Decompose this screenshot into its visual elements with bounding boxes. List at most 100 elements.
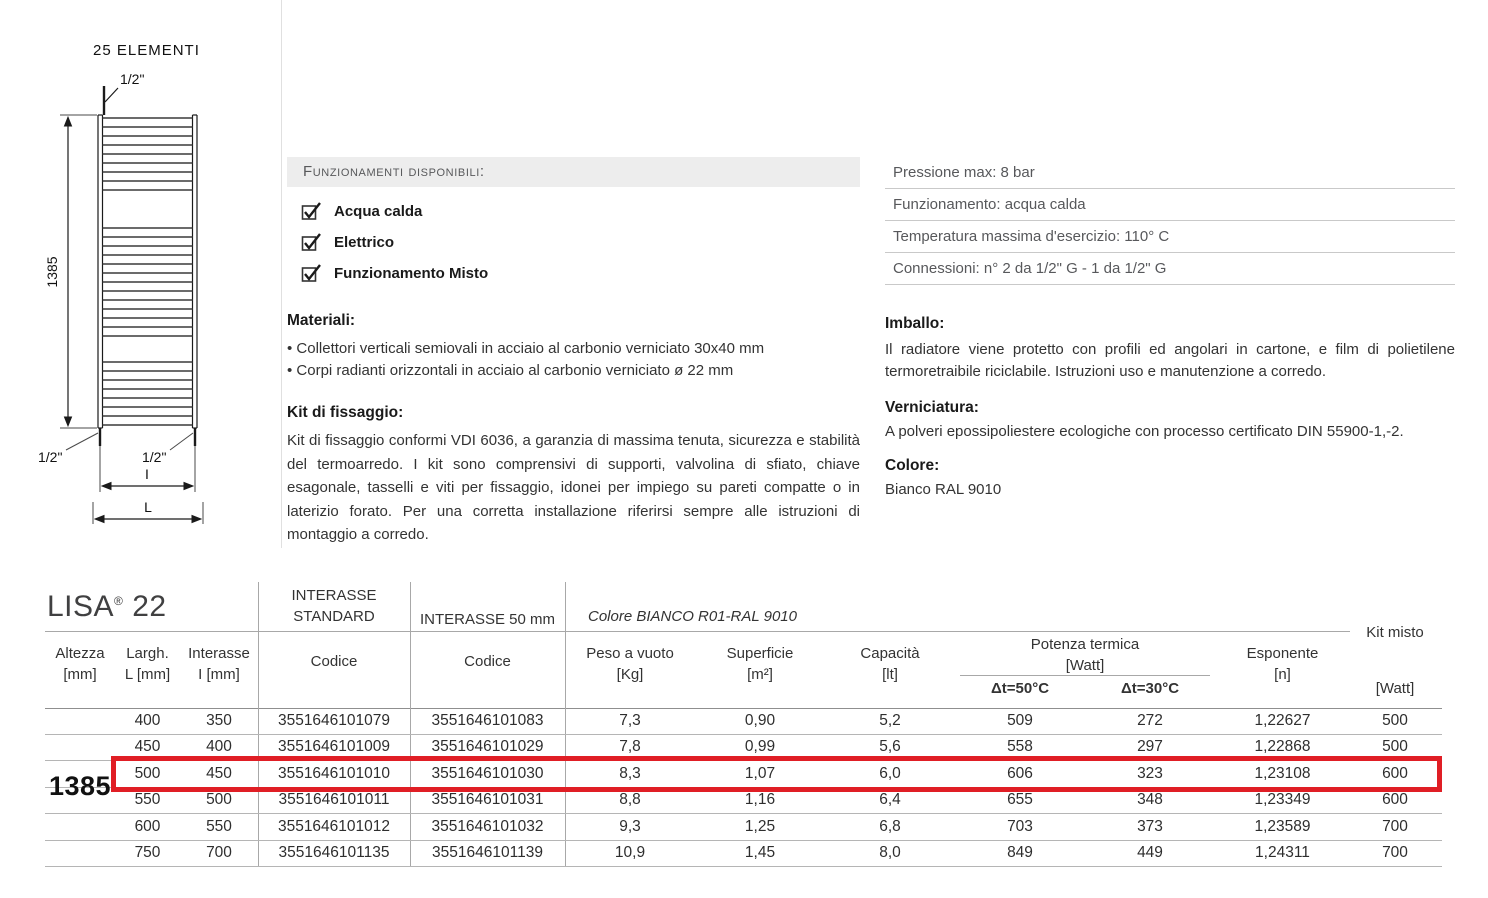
header-kit-misto: Kit misto <box>1366 624 1424 641</box>
table-body: 400 350 3551646101079 3551646101083 7,3 0,90 5… <box>45 708 1442 867</box>
color-title: Colore: <box>885 457 940 474</box>
table-cell: 500 <box>1382 738 1408 756</box>
color-text: Bianco RAL 9010 <box>885 481 1002 498</box>
table-cell: 558 <box>1007 738 1033 756</box>
spec-pressure: Pressione max: 8 bar <box>885 157 1455 189</box>
function-label: Funzionamento Misto <box>334 264 489 282</box>
top-connection-label: 1/2" <box>120 71 144 87</box>
technical-drawing: 25 ELEMENTI 1/2" 1/2" 1/2" 1385 I <box>30 22 280 557</box>
table-cell: 450 <box>206 764 232 782</box>
table-cell: 509 <box>1007 711 1033 729</box>
table-cell: 272 <box>1137 711 1163 729</box>
packaging-text: Il radiatore viene protetto con profili … <box>885 341 1455 380</box>
fixing-kit-title: Kit di fissaggio: <box>287 404 404 421</box>
table-cell: 1,16 <box>744 791 776 809</box>
fixing-kit-text: Kit di fissaggio conformi VDI 6036, a ga… <box>287 432 860 543</box>
header-peso: Peso a vuoto [Kg] <box>586 645 674 683</box>
packaging-title: Imballo: <box>885 315 945 332</box>
table-cell: 1,23349 <box>1254 791 1311 809</box>
header-altezza: Altezza [mm] <box>55 645 105 683</box>
table-cell: 3551646101135 <box>278 844 390 862</box>
table-cell: 703 <box>1007 817 1033 835</box>
table-cell: 1,23589 <box>1254 817 1311 835</box>
column-divider <box>281 0 282 548</box>
table-cell: 9,3 <box>619 817 641 835</box>
header-superficie: Superficie [m²] <box>726 645 794 683</box>
table-cell: 3551646101029 <box>431 738 544 756</box>
table-cell: 1,22627 <box>1254 711 1311 729</box>
header-interasse-standard: INTERASSE STANDARD <box>291 587 377 625</box>
table-cell: 8,3 <box>619 764 641 782</box>
table-cell: 550 <box>206 817 232 835</box>
table-cell: 3551646101032 <box>431 817 544 835</box>
spec-operation: Funzionamento: acqua calda <box>885 189 1455 221</box>
header-codice-standard: Codice <box>310 653 358 670</box>
table-cell: 600 <box>1382 791 1408 809</box>
table-cell: 3551646101031 <box>431 791 544 809</box>
table-cell: 1,22868 <box>1254 738 1311 756</box>
function-item-acqua-calda: Acqua calda <box>301 200 860 222</box>
table-cell: 7,8 <box>619 738 641 756</box>
table-cell: 700 <box>1382 844 1408 862</box>
table-cell: 450 <box>134 738 161 756</box>
right-column: Pressione max: 8 bar Funzionamento: acqu… <box>885 157 1455 498</box>
product-series: 22 <box>132 590 167 623</box>
table-cell: 348 <box>1137 791 1163 809</box>
table-cell: 297 <box>1137 738 1163 756</box>
painting-title: Verniciatura: <box>885 399 979 416</box>
header-larghezza: Largh. L [mm] <box>124 645 171 683</box>
checkbox-checked-icon <box>301 202 321 220</box>
table-row: 450 400 3551646101009 3551646101029 7,8 0,99 5… <box>45 735 1442 761</box>
table-row: 500 450 3551646101010 3551646101030 8,3 1,07 6… <box>45 761 1442 788</box>
header-kit-watt: [Watt] <box>1375 680 1415 697</box>
functions-header-bar: Funzionamenti disponibili: <box>287 157 860 187</box>
registered-mark: ® <box>114 594 124 608</box>
table-cell: 1,24311 <box>1255 844 1310 862</box>
table-cell: 700 <box>206 844 232 862</box>
table-row: 400 350 3551646101079 3551646101083 7,3 0,90 5… <box>45 708 1442 735</box>
checkbox-checked-icon <box>301 264 321 282</box>
table-cell: 1,25 <box>744 817 776 835</box>
table-cell: 655 <box>1007 791 1033 809</box>
materials-item: • Collettori verticali semiovali in acci… <box>287 340 765 357</box>
header-potenza-termica: Potenza termica [Watt] <box>1030 636 1140 674</box>
table-cell: 3551646101079 <box>277 711 391 729</box>
bottom-right-connection-label: 1/2" <box>142 449 166 465</box>
table-cell: 550 <box>134 791 161 809</box>
header-divider-line <box>45 631 1350 632</box>
table-cell: 7,3 <box>619 711 641 729</box>
radiator-tubes <box>102 117 193 426</box>
functions-list: Acqua calda Elettrico Funzionamento Mist… <box>287 200 860 284</box>
header-interasse: Interasse I [mm] <box>188 645 250 683</box>
altezza-value: 1385 <box>49 771 112 801</box>
product-name: LISA <box>47 590 115 623</box>
table-cell: 8,8 <box>619 791 641 809</box>
materials-title: Materiali: <box>287 312 356 329</box>
middle-column: Funzionamenti disponibili: Acqua calda E… <box>287 157 860 547</box>
table-cell: 849 <box>1007 844 1033 862</box>
table-row: 600 550 3551646101012 3551646101032 9,3 1,25 6… <box>45 814 1442 841</box>
interasse-dimension-label: I <box>145 466 149 482</box>
table-cell: 3551646101139 <box>432 844 543 862</box>
table-cell: 6,4 <box>879 791 901 809</box>
table-cell: 323 <box>1137 764 1163 782</box>
table-cell: 350 <box>206 711 232 729</box>
table-vertical-line <box>565 582 566 867</box>
table-cell: 3551646101010 <box>277 764 391 782</box>
table-cell: 1,07 <box>744 764 776 782</box>
table-cell: 750 <box>134 844 161 862</box>
elements-count-label: 25 ELEMENTI <box>93 42 200 59</box>
table-cell: 400 <box>206 738 232 756</box>
table-cell: 600 <box>1382 764 1408 782</box>
function-item-elettrico: Elettrico <box>301 231 860 253</box>
table-cell: 6,0 <box>879 764 901 782</box>
table-cell: 373 <box>1137 817 1163 835</box>
table-cell: 600 <box>134 817 161 835</box>
table-cell: 5,6 <box>879 738 901 756</box>
table-cell: 3551646101030 <box>431 764 544 782</box>
height-dimension-label: 1385 <box>44 256 60 287</box>
table-cell: 10,9 <box>614 844 646 862</box>
materials-item: • Corpi radianti orizzontali in acciaio … <box>287 362 734 379</box>
spec-connections: Connessioni: n° 2 da 1/2" G - 1 da 1/2" … <box>885 253 1455 285</box>
header-capacita: Capacità [lt] <box>860 645 920 683</box>
